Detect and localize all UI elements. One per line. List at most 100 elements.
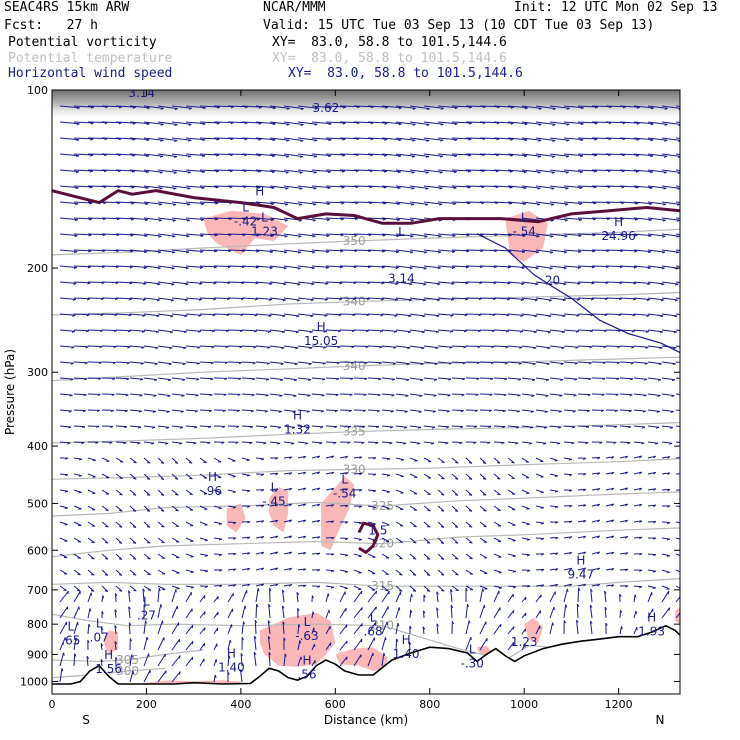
wind-vector-head [199, 282, 203, 285]
wind-vector-head [398, 123, 402, 126]
wind-vector-head [78, 458, 83, 461]
wind-vector [423, 153, 443, 157]
wind-vector [297, 503, 306, 507]
wind-vector-head [524, 155, 528, 158]
wind-vector [479, 569, 488, 574]
wind-vector-head [426, 574, 431, 576]
wind-vector-head [586, 426, 590, 429]
wind-vector [115, 153, 136, 156]
wind-vector [535, 329, 551, 333]
wind-vector [73, 345, 89, 348]
wind-vector-head [191, 641, 194, 645]
wind-vector-head [267, 330, 271, 333]
wind-vector-head [284, 251, 288, 254]
wind-vector [563, 588, 568, 603]
wind-vector-head [172, 235, 176, 238]
wind-vector-head [408, 299, 412, 302]
wind-vector [199, 642, 206, 651]
wind-vector-head [455, 573, 459, 576]
wind-vector-head [143, 604, 146, 608]
wind-vectors-layer [59, 105, 694, 683]
wind-vector [423, 265, 441, 269]
wind-vector [325, 297, 342, 300]
wind-vector [353, 521, 362, 524]
wind-vector-head [252, 362, 256, 365]
wind-vector-head [422, 315, 426, 318]
wind-vector-head [540, 507, 544, 509]
wind-vector [381, 457, 391, 460]
wind-vector [395, 249, 414, 253]
wind-vector [619, 455, 628, 459]
wind-vector-head [271, 171, 275, 174]
wind-vector [563, 604, 567, 619]
wind-vector-head [119, 509, 123, 512]
wind-vector-head [422, 626, 426, 630]
wind-vector-head [384, 122, 388, 125]
wind-vector-head [317, 552, 321, 556]
wind-vector [171, 345, 187, 349]
wind-vector [227, 593, 234, 603]
wind-vector-head [244, 106, 248, 109]
wind-vector-head [585, 442, 589, 445]
wind-vector-head [99, 346, 103, 349]
wind-vector-head [667, 505, 671, 508]
wind-vector [73, 297, 90, 300]
wind-vector [409, 537, 417, 544]
wind-vector [101, 489, 110, 495]
wind-vector-head [466, 250, 470, 253]
wind-vector-head [188, 139, 192, 142]
wind-vector [297, 169, 317, 173]
wind-vector-head [683, 443, 686, 444]
wind-vector [409, 153, 429, 157]
wind-vector [115, 457, 124, 463]
wind-vector [381, 606, 389, 619]
wind-vector [73, 329, 89, 332]
field1-xy: XY= 83.0, 58.8 to 101.5,144.6 [272, 35, 507, 50]
wind-vector-head [505, 330, 509, 333]
wind-vector [241, 281, 259, 284]
wind-vector [437, 345, 453, 348]
wind-vector-head [143, 267, 147, 270]
wind-vector-head [611, 519, 615, 523]
wind-vector [143, 233, 162, 237]
wind-vector [619, 249, 638, 252]
wind-vector-head [257, 186, 261, 189]
wind-vector-head [303, 487, 307, 491]
wind-vector-head [317, 520, 321, 523]
wind-vector-head [498, 587, 502, 589]
wind-vector [437, 105, 458, 109]
wind-vector [59, 505, 68, 509]
wind-vector [143, 105, 164, 109]
wind-vector-head [241, 266, 245, 269]
wind-vector [185, 656, 194, 667]
wind-vector [283, 535, 292, 539]
wind-vector [591, 265, 609, 267]
wind-vector-head [195, 394, 199, 397]
wind-vector [241, 441, 253, 444]
wind-vector-head [380, 314, 384, 317]
wind-vector [619, 377, 634, 380]
wind-vector-head [142, 314, 146, 317]
extremum-value: 1.40 [393, 647, 420, 661]
wind-vector-head [104, 154, 108, 157]
wind-vector [647, 137, 668, 141]
wind-vector-head [644, 378, 648, 381]
wind-vector-head [594, 122, 598, 125]
wind-vector-head [450, 589, 453, 593]
wind-vector-head [71, 330, 75, 333]
wind-vector-head [355, 170, 359, 173]
wind-vector-head [481, 170, 485, 173]
wind-vector [283, 409, 296, 412]
wind-vector-head [691, 204, 694, 205]
wind-vector-head [264, 410, 268, 413]
wind-vector-head [366, 298, 371, 301]
wind-vector [367, 249, 386, 252]
wind-vector-head [685, 411, 688, 412]
wind-vector [521, 297, 538, 301]
wind-vector-head [647, 283, 651, 286]
wind-vector [661, 185, 680, 189]
wind-vector-head [399, 573, 403, 576]
wind-vector [395, 233, 414, 237]
wind-vector [395, 457, 404, 461]
wind-vector-head [392, 378, 396, 381]
